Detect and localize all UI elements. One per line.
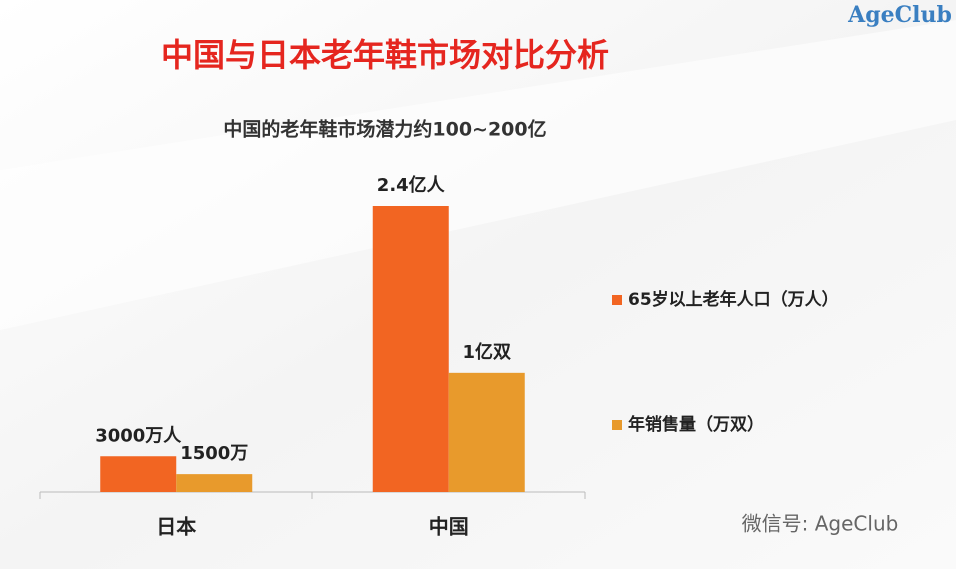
chart-subtitle: 中国的老年鞋市场潜力约100~200亿 <box>223 118 546 141</box>
bar <box>100 456 177 492</box>
x-tick-label: 日本 <box>156 515 196 539</box>
legend-swatch <box>612 295 622 305</box>
data-label: 1500万 <box>180 443 248 464</box>
legend-swatch <box>612 420 622 430</box>
bar <box>372 206 449 492</box>
logo: AgeClub <box>847 2 952 28</box>
data-label: 2.4亿人 <box>377 174 446 196</box>
background-shape <box>0 20 956 330</box>
bar <box>176 474 253 492</box>
bar <box>448 372 525 492</box>
watermark: 微信号: AgeClub <box>742 512 899 536</box>
data-label: 3000万人 <box>95 425 182 446</box>
legend-label: 年销售量（万双） <box>628 414 764 435</box>
x-tick-label: 中国 <box>429 515 469 539</box>
data-label: 1亿双 <box>462 341 511 363</box>
chart-title: 中国与日本老年鞋市场对比分析 <box>161 36 609 74</box>
legend-label: 65岁以上老年人口（万人） <box>628 289 839 310</box>
